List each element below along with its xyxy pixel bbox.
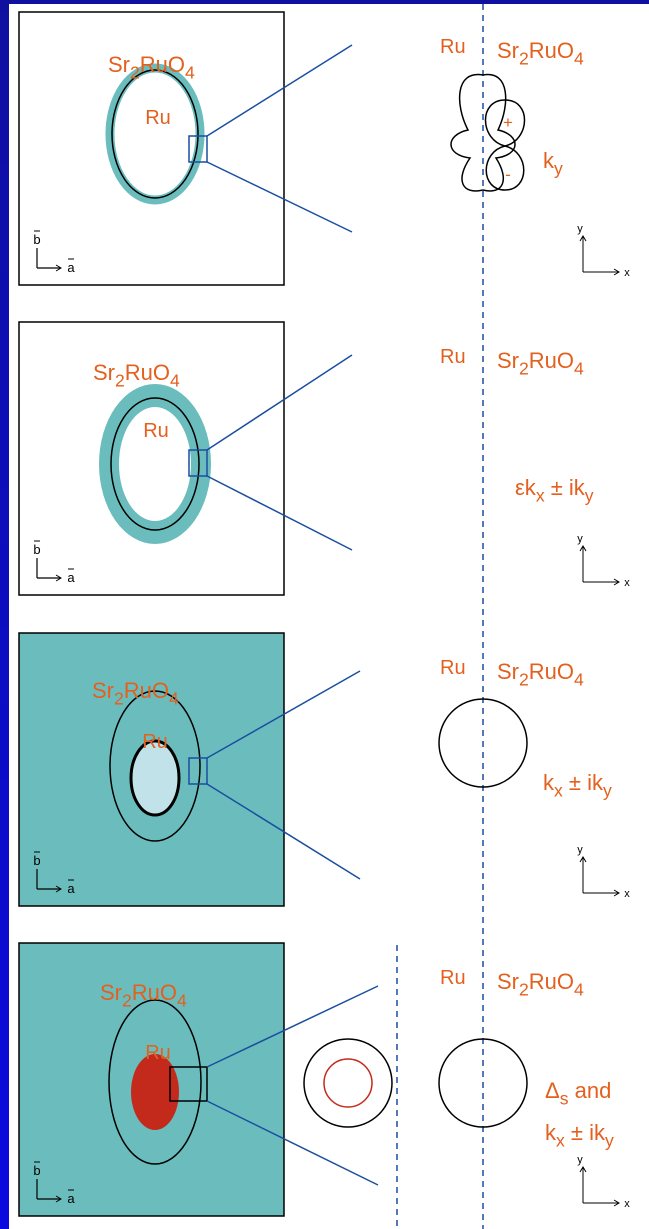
subscript: y: [605, 1131, 614, 1151]
axis-label: x: [624, 267, 630, 279]
formula-part: RuO: [125, 360, 170, 385]
subscript: 4: [574, 49, 584, 69]
axis-label: y: [577, 1154, 583, 1166]
subscript: 2: [519, 670, 529, 690]
interface-left: Ru: [440, 657, 466, 679]
axis-label: a: [67, 260, 75, 275]
subscript: y: [585, 486, 594, 506]
subscript: 4: [169, 689, 179, 709]
subscript: 4: [574, 670, 584, 690]
formula-part: ± ik: [563, 770, 604, 795]
formula-part: RuO: [529, 969, 574, 994]
subscript: 2: [115, 371, 125, 391]
formula-part: ± ik: [565, 1120, 606, 1145]
axis-label: a: [67, 881, 75, 896]
subscript: 2: [122, 991, 132, 1011]
axis-label: b: [33, 1163, 40, 1178]
formula-part: Sr: [497, 38, 519, 63]
subscript: 4: [574, 980, 584, 1000]
formula-part: Sr: [497, 659, 519, 684]
core-label: Ru: [142, 731, 168, 753]
formula-part: Sr: [108, 52, 130, 77]
formula-part: Sr: [92, 678, 114, 703]
axis-label: x: [624, 888, 630, 900]
subscript: x: [554, 781, 563, 801]
core-label: Ru: [145, 1042, 171, 1064]
formula-part: Sr: [497, 969, 519, 994]
axis-label: b: [33, 232, 40, 247]
core-label: Ru: [143, 420, 169, 442]
formula-part: RuO: [529, 38, 574, 63]
formula-part: RuO: [124, 678, 169, 703]
interface-left: Ru: [440, 346, 466, 368]
axis-label: y: [577, 844, 583, 856]
formula-part: ± ik: [545, 475, 586, 500]
subscript: 2: [519, 980, 529, 1000]
core-label: Ru: [145, 107, 171, 129]
axis-label: b: [33, 542, 40, 557]
lobe-sign: +: [503, 113, 513, 132]
formula-part: RuO: [529, 348, 574, 373]
axis-label: a: [67, 1191, 75, 1206]
axis-label: b: [33, 853, 40, 868]
subscript: 2: [519, 49, 529, 69]
formula-part: RuO: [529, 659, 574, 684]
diagram: Sr2RuO4RubaRuSr2RuO4+-kyyxSr2RuO4RubaRuS…: [0, 0, 649, 1229]
formula-part: and: [569, 1078, 612, 1103]
axis-label: a: [67, 570, 75, 585]
formula-part: Sr: [100, 980, 122, 1005]
formula-part: Sr: [497, 348, 519, 373]
axis-label: y: [577, 533, 583, 545]
lobe-sign: -: [505, 165, 511, 184]
interface-left: Ru: [440, 36, 466, 58]
formula-part: RuO: [132, 980, 177, 1005]
shape: [131, 1054, 179, 1130]
subscript: 4: [170, 371, 180, 391]
formula-part: Sr: [93, 360, 115, 385]
subscript: x: [556, 1131, 565, 1151]
page: Sr2RuO4RubaRuSr2RuO4+-kyyxSr2RuO4RubaRuS…: [0, 0, 649, 1229]
interface-left: Ru: [440, 967, 466, 989]
axis-label: y: [577, 223, 583, 235]
formula-part: Δ: [545, 1078, 560, 1103]
subscript: 2: [114, 689, 124, 709]
subscript: s: [560, 1089, 569, 1109]
formula-part: RuO: [140, 52, 185, 77]
subscript: 2: [519, 359, 529, 379]
formula-part: εk: [515, 475, 537, 500]
subscript: y: [603, 781, 612, 801]
subscript: x: [536, 486, 545, 506]
subscript: y: [554, 159, 563, 179]
axis-label: x: [624, 577, 630, 589]
subscript: 2: [130, 63, 140, 83]
subscript: 4: [185, 63, 195, 83]
subscript: 4: [177, 991, 187, 1011]
subscript: 4: [574, 359, 584, 379]
axis-label: x: [624, 1198, 630, 1210]
